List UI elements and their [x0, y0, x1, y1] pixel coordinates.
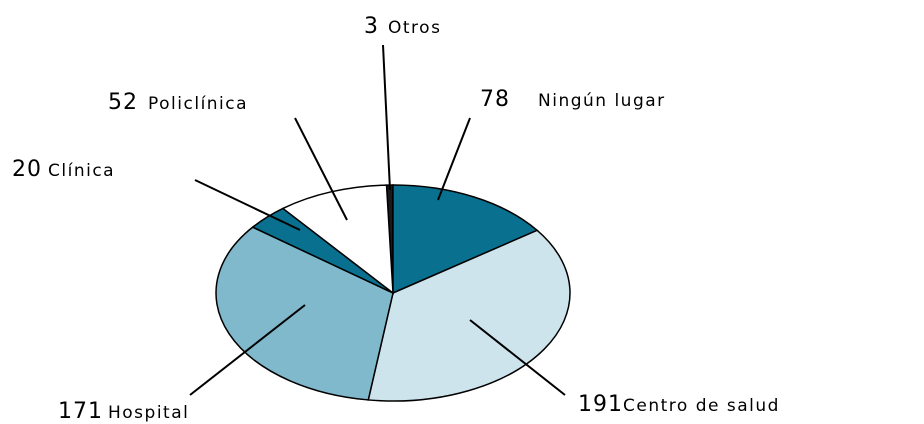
data-label: 191 [578, 392, 623, 417]
data-label: 52 [108, 90, 138, 115]
category-label: Otros [388, 18, 441, 38]
category-label: Hospital [108, 403, 189, 423]
pie-slice [215, 226, 394, 401]
leader-line [189, 304, 306, 396]
data-label: 3 [364, 14, 379, 39]
data-label: 20 [12, 157, 42, 182]
data-label: 78 [480, 87, 510, 112]
category-label: Ningún lugar [538, 91, 666, 111]
leader-line [294, 117, 348, 221]
pie-slice [392, 184, 539, 295]
category-label: Clínica [48, 161, 115, 181]
category-label: Policlínica [148, 94, 248, 114]
data-label: 171 [58, 399, 103, 424]
leader-line [469, 319, 566, 396]
leader-line [437, 117, 471, 201]
leader-line [382, 44, 391, 191]
leader-line [194, 179, 301, 231]
category-label: Centro de salud [623, 396, 780, 416]
